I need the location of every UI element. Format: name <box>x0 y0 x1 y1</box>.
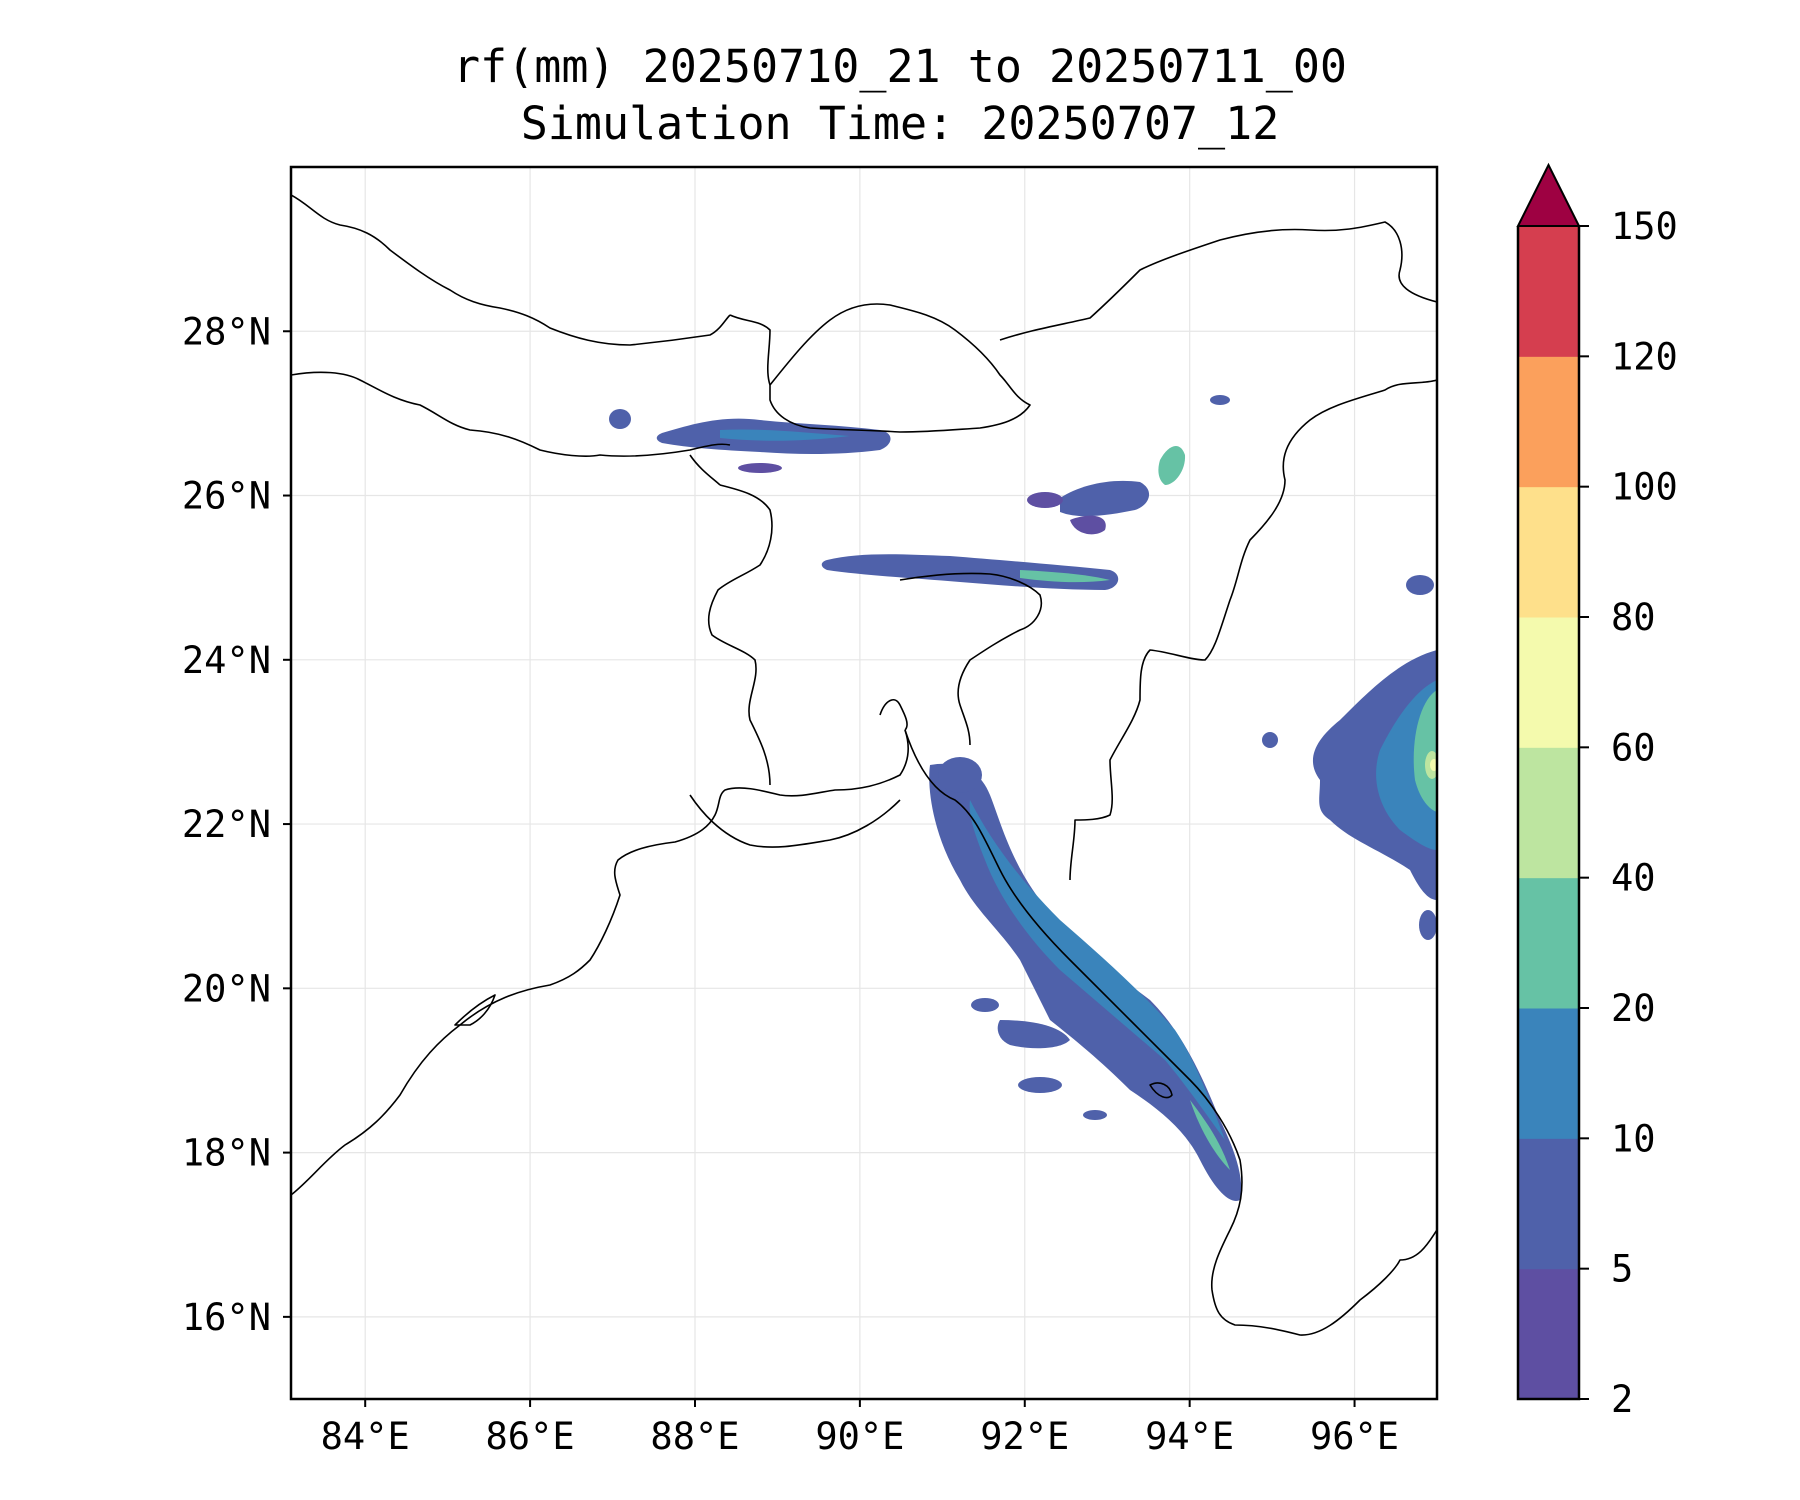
rain-area-offshore-3 <box>1083 1110 1107 1120</box>
rain-area-dooars <box>738 463 782 473</box>
odisha-delta <box>454 994 496 1026</box>
colorbar-tick-label-0: 2 <box>1611 1378 1633 1421</box>
x-tick-label-3: 90°E <box>815 1415 904 1458</box>
x-tick-label-2: 88°E <box>650 1415 739 1458</box>
sundarbans-coastline <box>689 794 901 848</box>
y-tick-label-3: 22°N <box>182 803 271 846</box>
rain-area-nepal-west <box>609 409 631 429</box>
x-tick-label-1: 86°E <box>486 1415 575 1458</box>
bangladesh-west-border <box>707 484 773 786</box>
colorbar-segment-0 <box>1518 1268 1579 1400</box>
arunachal-border <box>999 221 1437 341</box>
colorbar-tick-label-6: 80 <box>1611 596 1656 639</box>
colorbar-tick-label-8: 120 <box>1611 335 1678 378</box>
colorbar-segment-3 <box>1518 877 1579 1009</box>
coastline-borders <box>291 194 1437 1336</box>
rain-area-arakan-5mm <box>969 800 1225 1140</box>
india-inner-border <box>689 454 721 486</box>
colorbar-tick-label-7: 100 <box>1611 466 1678 509</box>
y-tick-label-0: 28°N <box>182 310 271 353</box>
colorbar-tick-label-4: 40 <box>1611 857 1656 900</box>
x-tick-label-0: 84°E <box>321 1415 410 1458</box>
rain-area-nepal-core <box>720 429 850 441</box>
colorbar-tick-label-9: 150 <box>1611 205 1678 248</box>
colorbar-segment-6 <box>1518 486 1579 618</box>
y-axis: 28°N 26°N 24°N 22°N 20°N 18°N 16°N <box>182 310 291 1339</box>
map-background <box>291 167 1437 1399</box>
colorbar-segment-5 <box>1518 617 1579 748</box>
rain-area-myanmar-east-60mm <box>1430 759 1437 771</box>
y-tick-label-6: 16°N <box>182 1296 271 1339</box>
colorbar-segment-7 <box>1518 356 1579 488</box>
rain-area-meghalaya-core <box>1020 570 1110 583</box>
rain-area-offshore-2 <box>971 998 999 1012</box>
sikkim-border <box>729 314 771 386</box>
bangladesh-myanmar-coastline <box>904 729 1437 1336</box>
rain-area-assam-4 <box>1027 492 1063 508</box>
myanmar-island <box>1149 1082 1173 1099</box>
colorbar-tick-label-3: 20 <box>1611 987 1656 1030</box>
rain-area-meghalaya-band <box>821 554 1119 590</box>
map-frame <box>289 165 1439 1401</box>
x-tick-label-4: 92°E <box>980 1415 1069 1458</box>
rain-area-assam-5 <box>1210 395 1230 405</box>
colorbar-segment-4 <box>1518 747 1579 879</box>
y-tick-label-5: 18°N <box>182 1132 271 1175</box>
x-tick-label-6: 96°E <box>1310 1415 1399 1458</box>
bhutan-border <box>769 303 1031 433</box>
x-axis: 84°E 86°E 88°E 90°E 92°E 94°E 96°E <box>321 1399 1399 1458</box>
colorbar-outline <box>1516 226 1581 1401</box>
northeast-india-border <box>899 572 1042 746</box>
colorbar-tick-label-5: 60 <box>1611 726 1656 769</box>
colorbar: 2 5 10 20 40 60 80 100 120 150 <box>1516 162 1678 1421</box>
nepal-tibet-border <box>291 194 731 346</box>
rain-area-assam-2 <box>1070 515 1106 535</box>
rain-area-myanmar-east-small <box>1262 732 1278 748</box>
colorbar-extend-arrow <box>1516 162 1581 227</box>
rain-area-assam-3 <box>1158 445 1186 485</box>
rain-area-assam-1 <box>1060 480 1150 517</box>
x-tick-label-5: 94°E <box>1145 1415 1234 1458</box>
map-title: rf(mm) 20250710_21 to 20250711_00 <box>452 40 1348 93</box>
y-tick-label-4: 20°N <box>182 967 271 1010</box>
colorbar-segment-8 <box>1518 226 1579 357</box>
rain-area-arakan-20mm <box>1190 1100 1230 1170</box>
rain-area-arakan-offshore <box>997 1020 1070 1049</box>
rain-area-myanmar-east-20mm <box>1413 690 1437 812</box>
colorbar-segment-1 <box>1518 1138 1579 1270</box>
rainfall-contours <box>609 395 1437 1201</box>
colorbar-tick-label-1: 5 <box>1611 1248 1633 1291</box>
rain-area-myanmar-east-north <box>1406 575 1434 595</box>
myanmar-border <box>1069 379 1437 881</box>
rain-area-chittagong <box>938 757 982 793</box>
map-subtitle: Simulation Time: 20250707_12 <box>520 97 1280 150</box>
y-tick-label-1: 26°N <box>182 475 271 518</box>
colorbar-tick-label-2: 10 <box>1611 1117 1656 1160</box>
india-east-coastline <box>291 729 910 1196</box>
colorbar-segment-2 <box>1518 1008 1579 1139</box>
delta-coastline <box>879 699 908 731</box>
y-tick-label-2: 24°N <box>182 639 271 682</box>
nepal-border <box>291 371 731 457</box>
rain-area-offshore-1 <box>1018 1077 1062 1093</box>
rain-area-myanmar-east-south <box>1419 910 1437 940</box>
